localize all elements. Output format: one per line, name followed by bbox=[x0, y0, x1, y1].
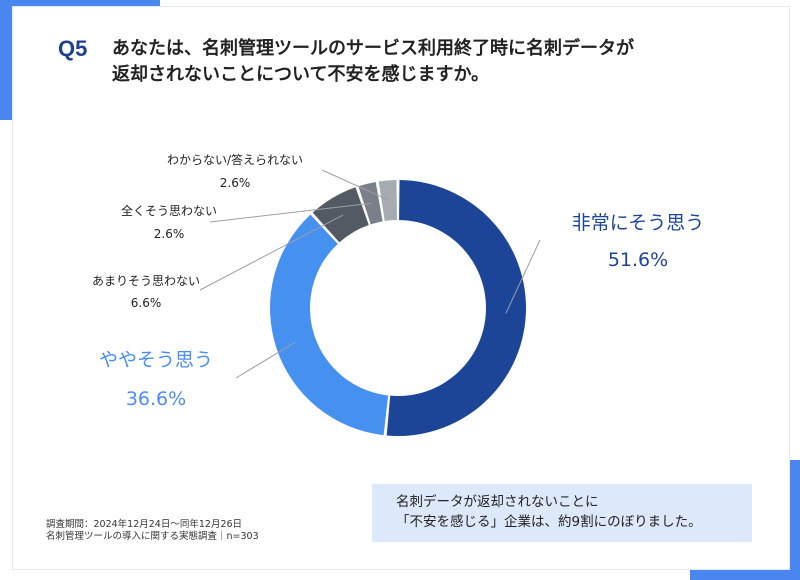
donut-slice-very-much bbox=[386, 180, 526, 436]
footnote-line: 名刺管理ツールの導入に関する実態調査｜n=303 bbox=[46, 531, 259, 542]
slice-value-not-at-all: 2.6% bbox=[154, 227, 185, 241]
summary-callout: 名刺データが返却されないことに 「不安を感じる」企業は、約9割にのぼりました。 bbox=[372, 484, 752, 542]
question-line: あなたは、名刺管理ツールのサービス利用終了時に名刺データが bbox=[112, 38, 634, 59]
footnote-line: 調査期間：2024年12月24日〜同年12月26日 bbox=[46, 519, 243, 530]
slice-label-somewhat: ややそう思う bbox=[99, 349, 213, 371]
slide-border bbox=[12, 6, 790, 570]
callout-line: 名刺データが返却されないことに bbox=[396, 494, 599, 510]
question-text: あなたは、名刺管理ツールのサービス利用終了時に名刺データが 返却されないことにつ… bbox=[112, 36, 752, 88]
slice-label-dont-know: わからない/答えられない bbox=[167, 152, 303, 167]
question-line: 返却されないことについて不安を感じますか。 bbox=[112, 64, 490, 85]
leader-line-not-at-all bbox=[209, 202, 372, 223]
accent-bar-bottom-right-horizontal bbox=[690, 570, 800, 580]
slice-value-very-much: 51.6% bbox=[608, 249, 668, 271]
question-number: Q5 bbox=[58, 36, 88, 61]
slice-label-not-at-all: 全くそう思わない bbox=[121, 203, 217, 218]
callout-line: 「不安を感じる」企業は、約9割にのぼりました。 bbox=[396, 514, 702, 530]
slice-value-somewhat: 36.6% bbox=[126, 388, 186, 410]
accent-bar-top-left-horizontal bbox=[0, 0, 160, 6]
leader-line-not-much bbox=[199, 214, 344, 291]
slice-value-not-much: 6.6% bbox=[131, 296, 162, 310]
donut-slice-not-much bbox=[312, 187, 369, 243]
slice-value-dont-know: 2.6% bbox=[220, 176, 251, 190]
leader-line-dont-know bbox=[321, 169, 390, 201]
accent-bar-top-left bbox=[0, 0, 12, 120]
leader-lines bbox=[199, 169, 541, 379]
donut-slice-somewhat bbox=[270, 214, 389, 436]
slice-label-not-much: あまりそう思わない bbox=[92, 274, 200, 288]
leader-line-somewhat bbox=[235, 341, 296, 379]
donut-slice-dont-know bbox=[378, 180, 397, 222]
slice-label-very-much: 非常にそう思う bbox=[572, 212, 705, 234]
survey-footnote: 調査期間：2024年12月24日〜同年12月26日 名刺管理ツールの導入に関する… bbox=[46, 519, 259, 543]
leader-line-very-much bbox=[505, 239, 541, 314]
accent-bar-bottom-right bbox=[790, 460, 800, 580]
donut-slices bbox=[270, 180, 526, 436]
